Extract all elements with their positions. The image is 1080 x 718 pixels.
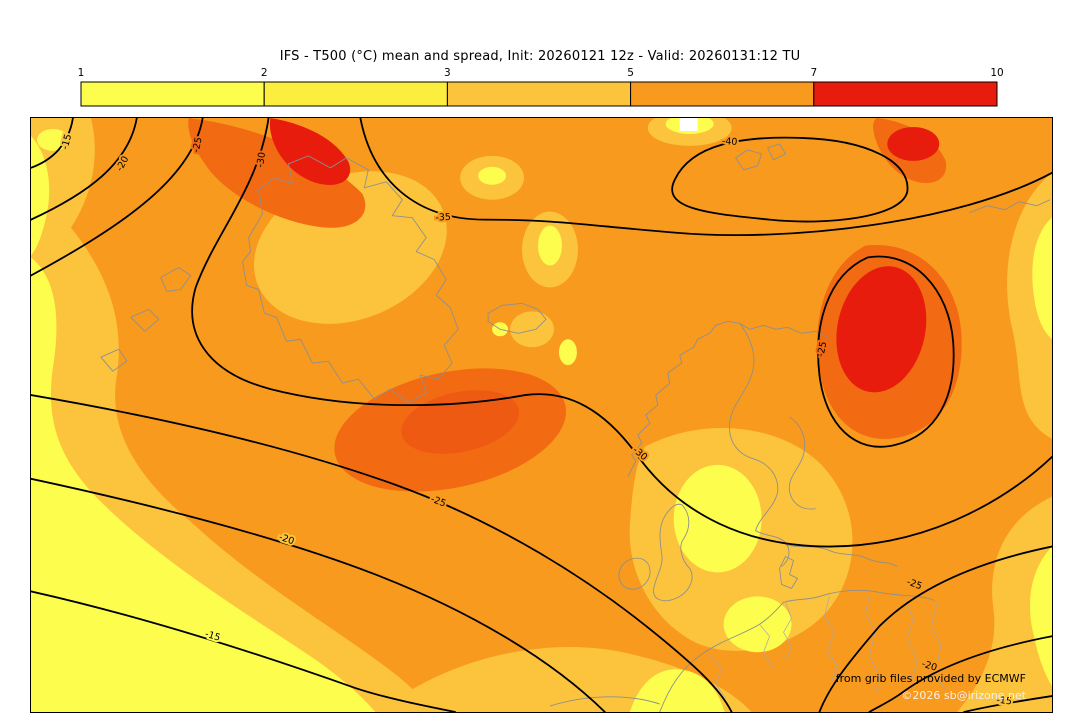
credits-ecmwf: from grib files provided by ECMWF (835, 672, 1026, 685)
colorbar-tick: 10 (990, 67, 1003, 79)
data-gap-notch (679, 118, 698, 131)
contour-label: -20 (277, 532, 295, 547)
colorbar-tick: 7 (810, 67, 817, 79)
forecast-map: -15 -20 -25 -30 -35 -40 -25 -25 -30 -25 … (30, 117, 1053, 713)
forecast-map-canvas: -15 -20 -25 -30 -35 -40 -25 -25 -30 -25 … (31, 118, 1052, 712)
colorbar-tick: 5 (627, 67, 634, 79)
colorbar-segment (446, 81, 632, 107)
spread-region-red (269, 118, 940, 393)
contour-label: -35 (435, 212, 451, 224)
spread-region-yellow (31, 118, 1052, 712)
contour-label: -30 (255, 151, 268, 168)
colorbar-tick-labels: 1 2 3 5 7 10 (78, 67, 1004, 79)
colorbar-segment (263, 81, 448, 107)
contour-label: -25 (191, 136, 205, 153)
contour-label: -40 (722, 136, 738, 148)
map-credits: from grib files provided by ECMWF ©2026 … (836, 671, 1026, 704)
country-borders (709, 594, 946, 699)
chart-title: IFS - T500 (°C) mean and spread, Init: 2… (279, 49, 801, 64)
coastlines (100, 143, 1051, 712)
colorbar-segment (630, 81, 815, 107)
colorbar-tick: 1 (78, 67, 85, 79)
spread-colorbar: 1 2 3 5 7 10 (78, 67, 1004, 107)
contour-label: -15 (996, 695, 1013, 708)
colorbar-segment (80, 81, 265, 107)
colorbar-segments (80, 81, 998, 107)
colorbar-tick: 2 (261, 67, 268, 79)
contour-labels: -15 -20 -25 -30 -35 -40 -25 -25 -30 -25 … (58, 131, 1015, 709)
credits-copyright: ©2026 sb@irizone.net (901, 688, 1026, 702)
spread-region-dark-orange (188, 118, 962, 492)
mean-contour-lines (31, 118, 1052, 712)
colorbar-tick: 3 (444, 67, 451, 79)
colorbar-segment (813, 81, 998, 107)
